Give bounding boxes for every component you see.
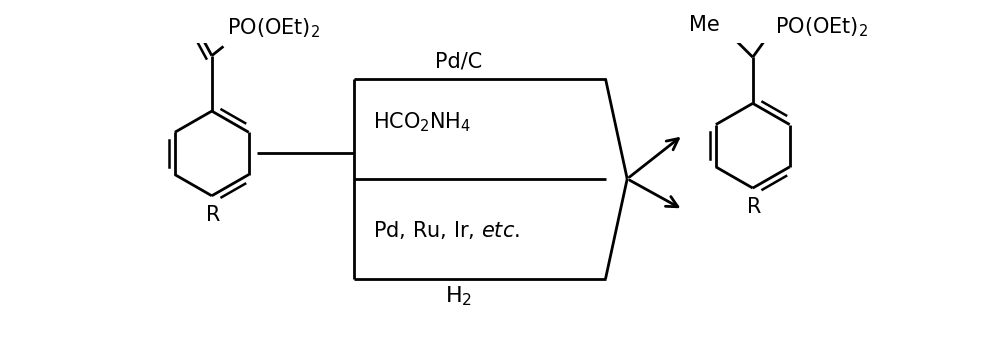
- Text: R: R: [747, 197, 761, 217]
- Text: Me: Me: [689, 15, 720, 35]
- Text: Pd, Ru, Ir, $\it{etc.}$: Pd, Ru, Ir, $\it{etc.}$: [373, 219, 520, 242]
- Text: HCO$_2$NH$_4$: HCO$_2$NH$_4$: [373, 111, 471, 134]
- Text: PO(OEt)$_2$: PO(OEt)$_2$: [227, 17, 320, 40]
- Text: R: R: [206, 205, 221, 225]
- Text: H$_2$: H$_2$: [445, 285, 472, 308]
- Text: Pd/C: Pd/C: [435, 51, 482, 71]
- Text: PO(OEt)$_2$: PO(OEt)$_2$: [775, 16, 868, 39]
